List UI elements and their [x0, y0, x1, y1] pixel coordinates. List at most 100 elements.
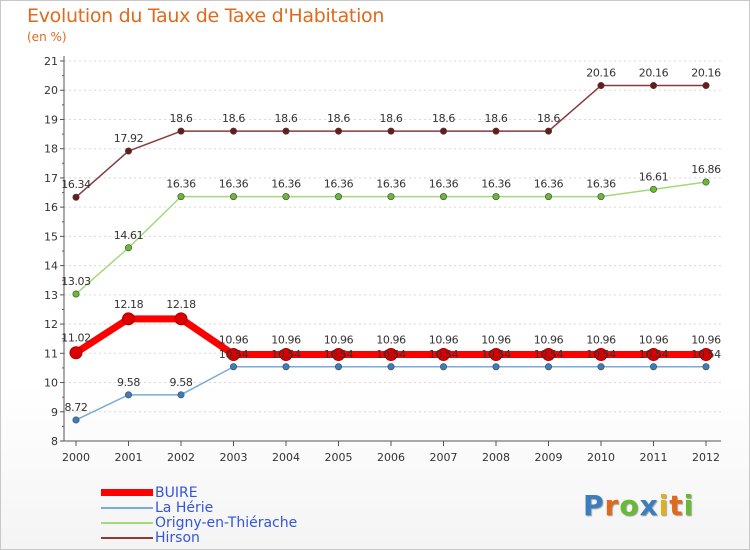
logo-letter: r [604, 489, 620, 522]
data-point-origny-en-thi-rache [72, 290, 80, 298]
y-tick-label: 8 [51, 435, 58, 448]
chart-title: Evolution du Taux de Taxe d'Habitation [27, 5, 385, 27]
legend-label-buire: BUIRE [155, 484, 198, 501]
data-point-la-h-rie [702, 363, 710, 371]
data-label-origny-en-thi-rache: 16.36 [219, 178, 249, 191]
data-label-buire: 12.18 [166, 298, 196, 311]
data-label-buire: 10.96 [586, 333, 616, 346]
data-point-origny-en-thi-rache [387, 193, 395, 201]
data-point-la-h-rie [230, 363, 238, 371]
data-label-origny-en-thi-rache: 14.61 [114, 229, 144, 242]
data-label-la-h-rie: 10.54 [219, 348, 249, 361]
data-label-origny-en-thi-rache: 16.61 [639, 170, 669, 183]
y-tick-label: 15 [44, 230, 58, 243]
data-label-hirson: 18.6 [222, 112, 245, 125]
logo-letter: x [639, 489, 659, 522]
x-tick-label: 2000 [62, 451, 90, 464]
y-tick-label: 21 [44, 55, 58, 68]
legend-swatch-origny [101, 521, 153, 524]
data-label-buire: 10.96 [376, 333, 406, 346]
data-point-origny-en-thi-rache [544, 193, 552, 201]
y-tick-label: 11 [44, 347, 58, 360]
data-label-hirson: 18.6 [275, 112, 298, 125]
data-label-hirson: 18.6 [432, 112, 455, 125]
data-point-buire [279, 347, 293, 361]
y-tick-label: 17 [44, 172, 58, 185]
data-label-buire: 10.96 [219, 333, 249, 346]
x-tick-label: 2011 [640, 451, 668, 464]
logo-letter: i [658, 489, 670, 522]
data-label-hirson: 18.6 [537, 112, 560, 125]
data-point-origny-en-thi-rache [597, 193, 605, 201]
data-point-hirson [439, 127, 447, 135]
data-point-la-h-rie [282, 363, 290, 371]
data-point-la-h-rie [387, 363, 395, 371]
data-label-la-h-rie: 9.58 [117, 376, 140, 389]
logo-letter: t [669, 489, 684, 522]
legend-swatch-hirson [101, 536, 153, 539]
data-point-buire [647, 347, 660, 361]
legend-item-origny: Origny-en-Thiérache [101, 514, 298, 531]
legend-swatch-buire [101, 489, 153, 496]
data-point-la-h-rie [334, 363, 342, 371]
data-label-buire: 10.96 [639, 333, 669, 346]
data-label-hirson: 16.34 [61, 178, 91, 191]
legend-item-buire: BUIRE [101, 484, 297, 501]
data-point-la-h-rie [544, 363, 552, 371]
data-point-buire [594, 347, 608, 361]
data-point-buire [227, 347, 240, 361]
data-point-origny-en-thi-rache [230, 193, 238, 201]
data-label-origny-en-thi-rache: 16.36 [429, 178, 459, 191]
data-point-hirson [177, 127, 185, 135]
data-point-origny-en-thi-rache [334, 193, 342, 201]
data-point-la-h-rie [597, 363, 605, 371]
data-point-hirson [230, 127, 238, 135]
data-point-origny-en-thi-rache [282, 193, 290, 201]
data-label-buire: 10.96 [429, 333, 459, 346]
x-tick-label: 2009 [535, 451, 563, 464]
data-point-buire [174, 312, 188, 326]
legend-label-origny: Origny-en-Thiérache [155, 514, 298, 531]
data-point-hirson [597, 82, 605, 90]
legend-label-hirson: Hirson [155, 529, 200, 546]
data-point-origny-en-thi-rache [125, 244, 133, 252]
x-tick-label: 2003 [220, 451, 248, 464]
y-tick-label: 20 [44, 84, 58, 97]
data-point-buire [542, 347, 555, 361]
data-point-buire [332, 347, 345, 361]
data-point-origny-en-thi-rache [439, 193, 447, 201]
data-point-la-h-rie [177, 391, 185, 399]
data-label-la-h-rie: 8.72 [65, 401, 88, 414]
data-point-hirson [72, 193, 80, 201]
data-label-la-h-rie: 10.54 [691, 348, 721, 361]
data-label-buire: 10.96 [534, 333, 564, 346]
data-point-buire [122, 312, 135, 326]
data-label-hirson: 18.6 [485, 112, 508, 125]
logo-letter: P [583, 489, 605, 522]
logo-letter: o [619, 489, 640, 522]
data-point-buire [384, 347, 398, 361]
y-tick-label: 19 [44, 113, 58, 126]
data-point-buire [699, 347, 713, 361]
data-point-hirson [387, 127, 395, 135]
x-tick-label: 2010 [587, 451, 615, 464]
data-point-origny-en-thi-rache [492, 193, 500, 201]
data-label-origny-en-thi-rache: 13.03 [61, 275, 91, 288]
data-point-la-h-rie [125, 391, 133, 399]
x-tick-label: 2012 [692, 451, 720, 464]
data-label-la-h-rie: 10.54 [271, 348, 301, 361]
y-tick-label: 10 [44, 377, 58, 390]
data-label-buire: 10.96 [324, 333, 354, 346]
data-label-origny-en-thi-rache: 16.86 [691, 163, 721, 176]
legend-swatch-la-herie [101, 506, 153, 509]
data-label-hirson: 20.16 [691, 67, 721, 80]
data-point-la-h-rie [492, 363, 500, 371]
data-label-origny-en-thi-rache: 16.36 [166, 178, 196, 191]
data-label-hirson: 17.92 [114, 132, 144, 145]
data-label-buire: 12.18 [114, 298, 144, 311]
data-point-hirson [125, 147, 133, 155]
data-label-hirson: 20.16 [586, 67, 616, 80]
data-label-la-h-rie: 10.54 [481, 348, 511, 361]
data-label-buire: 11.02 [61, 332, 91, 345]
